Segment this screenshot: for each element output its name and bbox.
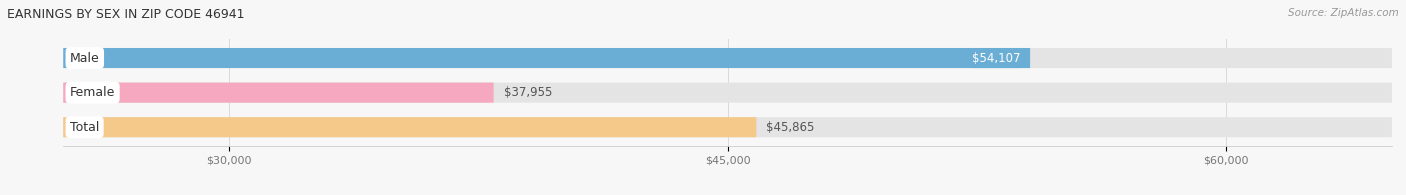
Text: Source: ZipAtlas.com: Source: ZipAtlas.com — [1288, 8, 1399, 18]
Text: Male: Male — [70, 51, 100, 65]
Text: Total: Total — [70, 121, 100, 134]
Text: EARNINGS BY SEX IN ZIP CODE 46941: EARNINGS BY SEX IN ZIP CODE 46941 — [7, 8, 245, 21]
FancyBboxPatch shape — [63, 48, 1392, 68]
Text: Female: Female — [70, 86, 115, 99]
FancyBboxPatch shape — [63, 117, 1392, 137]
FancyBboxPatch shape — [63, 117, 756, 137]
Text: $45,865: $45,865 — [766, 121, 814, 134]
FancyBboxPatch shape — [63, 48, 1031, 68]
Text: $54,107: $54,107 — [972, 51, 1021, 65]
FancyBboxPatch shape — [63, 83, 494, 103]
Text: $37,955: $37,955 — [503, 86, 553, 99]
FancyBboxPatch shape — [63, 83, 1392, 103]
